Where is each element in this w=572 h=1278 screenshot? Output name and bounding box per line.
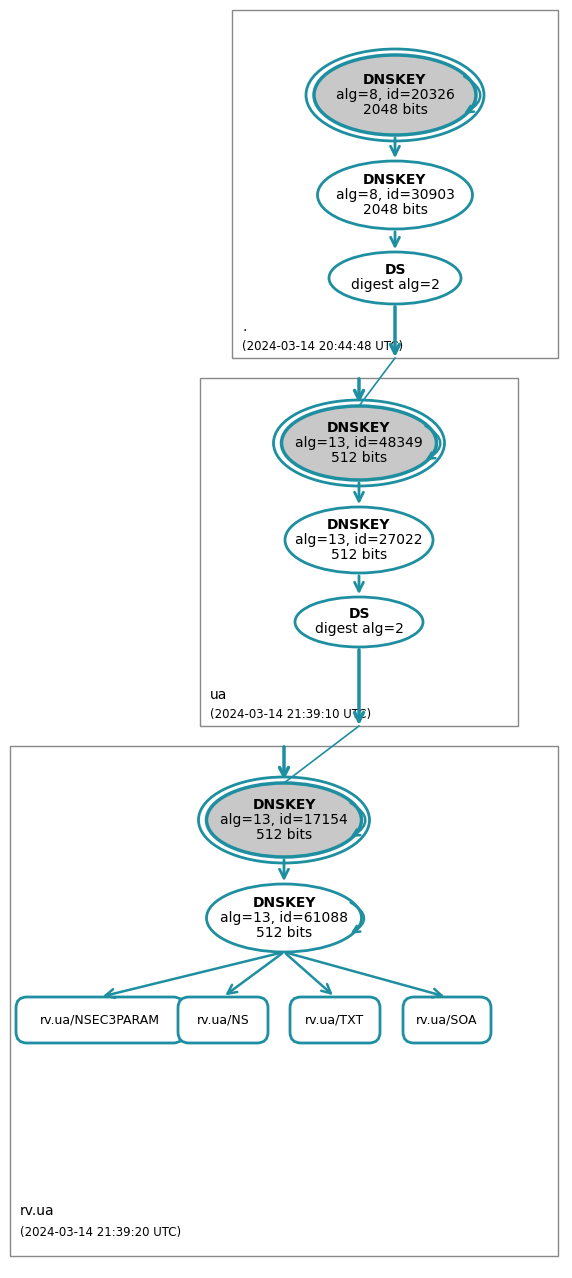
Text: DNSKEY: DNSKEY: [327, 420, 391, 435]
FancyArrowPatch shape: [464, 77, 480, 112]
Text: (2024-03-14 21:39:10 UTC): (2024-03-14 21:39:10 UTC): [210, 708, 371, 721]
Text: alg=8, id=30903: alg=8, id=30903: [336, 188, 454, 202]
Text: 2048 bits: 2048 bits: [363, 104, 427, 118]
Ellipse shape: [295, 597, 423, 647]
Text: rv.ua/NS: rv.ua/NS: [197, 1013, 249, 1026]
Text: rv.ua: rv.ua: [20, 1204, 54, 1218]
FancyBboxPatch shape: [403, 997, 491, 1043]
Ellipse shape: [206, 783, 362, 858]
FancyArrowPatch shape: [426, 426, 440, 459]
Text: alg=13, id=17154: alg=13, id=17154: [220, 813, 348, 827]
Text: .: .: [242, 320, 247, 334]
Text: DNSKEY: DNSKEY: [363, 73, 427, 87]
Ellipse shape: [314, 55, 476, 135]
Text: alg=8, id=20326: alg=8, id=20326: [336, 88, 454, 102]
Text: DNSKEY: DNSKEY: [252, 896, 316, 910]
Bar: [10, 746, 558, 1256]
Text: 512 bits: 512 bits: [331, 548, 387, 562]
FancyArrowPatch shape: [351, 902, 364, 932]
Text: rv.ua/SOA: rv.ua/SOA: [416, 1013, 478, 1026]
FancyBboxPatch shape: [290, 997, 380, 1043]
Ellipse shape: [317, 161, 472, 229]
Text: 512 bits: 512 bits: [331, 451, 387, 465]
Text: DNSKEY: DNSKEY: [363, 173, 427, 187]
Text: ua: ua: [210, 688, 228, 702]
Text: DS: DS: [348, 607, 370, 621]
Bar: [232, 10, 558, 358]
Ellipse shape: [329, 252, 461, 304]
Text: (2024-03-14 20:44:48 UTC): (2024-03-14 20:44:48 UTC): [242, 340, 403, 353]
Text: DS: DS: [384, 263, 406, 277]
Text: DNSKEY: DNSKEY: [252, 797, 316, 812]
Text: 512 bits: 512 bits: [256, 927, 312, 941]
Text: DNSKEY: DNSKEY: [327, 518, 391, 532]
Text: alg=13, id=27022: alg=13, id=27022: [295, 533, 423, 547]
Text: rv.ua/NSEC3PARAM: rv.ua/NSEC3PARAM: [40, 1013, 160, 1026]
FancyBboxPatch shape: [16, 997, 184, 1043]
Text: (2024-03-14 21:39:20 UTC): (2024-03-14 21:39:20 UTC): [20, 1226, 181, 1238]
Text: alg=13, id=61088: alg=13, id=61088: [220, 911, 348, 925]
Text: alg=13, id=48349: alg=13, id=48349: [295, 436, 423, 450]
Text: 512 bits: 512 bits: [256, 828, 312, 842]
Bar: [200, 378, 518, 726]
Text: digest alg=2: digest alg=2: [315, 622, 403, 636]
FancyBboxPatch shape: [178, 997, 268, 1043]
Ellipse shape: [206, 884, 362, 952]
Text: 2048 bits: 2048 bits: [363, 203, 427, 217]
Text: digest alg=2: digest alg=2: [351, 279, 439, 293]
Text: rv.ua/TXT: rv.ua/TXT: [305, 1013, 364, 1026]
Ellipse shape: [285, 507, 433, 573]
FancyArrowPatch shape: [351, 803, 366, 836]
Ellipse shape: [281, 406, 436, 481]
